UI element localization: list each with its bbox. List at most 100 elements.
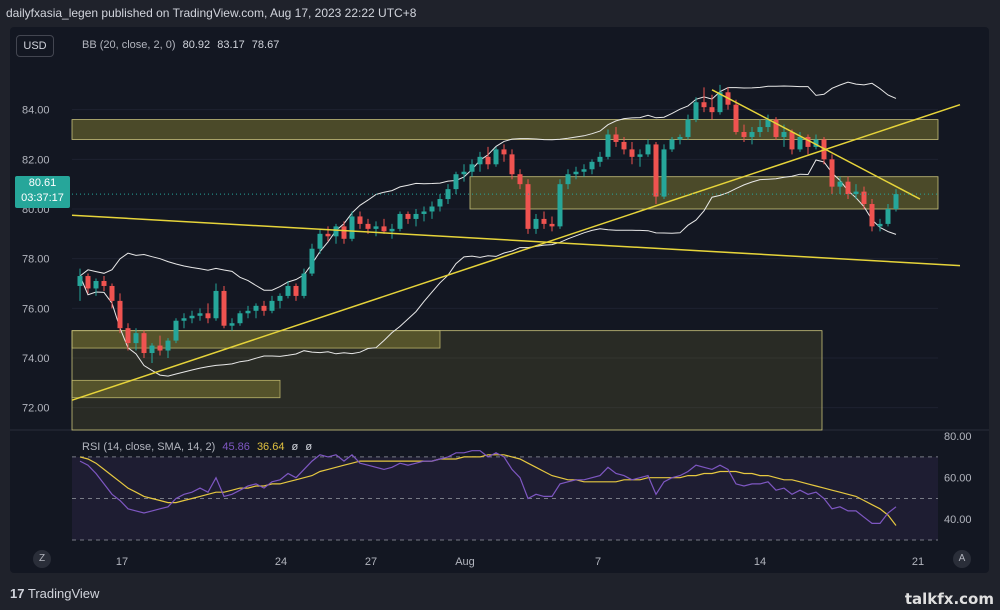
candle-body xyxy=(221,290,227,326)
candle-body xyxy=(469,164,475,172)
candle-body xyxy=(477,156,483,165)
candle-body xyxy=(413,213,419,219)
time-tick-label: 21 xyxy=(912,556,924,568)
candle-body xyxy=(557,184,563,227)
rsi-tick-label: 80.00 xyxy=(944,431,972,443)
candle-body xyxy=(733,104,739,133)
candle-body xyxy=(269,300,275,311)
candle-body xyxy=(789,132,795,150)
candle-body xyxy=(437,199,443,207)
candle-body xyxy=(669,139,675,150)
price-tick-label: 84.00 xyxy=(22,105,50,117)
candle-body xyxy=(517,174,523,185)
bollinger-lower-band xyxy=(79,159,897,377)
candle-body xyxy=(565,174,571,185)
candle-body xyxy=(885,208,891,224)
rsi-line xyxy=(79,450,897,524)
candle-body xyxy=(133,333,139,344)
time-tick-label: 27 xyxy=(365,556,377,568)
candle-body xyxy=(629,149,635,157)
time-tick-label: 24 xyxy=(275,556,287,568)
candle-body xyxy=(237,313,243,324)
candle-body xyxy=(325,233,331,237)
rsi-tick-label: 60.00 xyxy=(944,473,972,485)
candle-body xyxy=(381,226,387,232)
candle-body xyxy=(405,213,411,219)
candle-body xyxy=(797,136,803,150)
candle-body xyxy=(781,132,787,137)
bb-legend-label: BB (20, close, 2, 0) xyxy=(82,39,176,51)
candle-body xyxy=(877,223,883,227)
price-tick-label: 78.00 xyxy=(22,254,50,266)
bb-basis-value: 80.92 xyxy=(182,39,211,51)
candle-body xyxy=(301,273,307,296)
candle-body xyxy=(677,136,683,140)
candle-body xyxy=(309,248,315,274)
candle-body xyxy=(173,320,179,341)
candle-body xyxy=(101,281,107,286)
candle-body xyxy=(589,161,595,170)
footer-brand-text: TradingView xyxy=(27,586,100,601)
support-resistance-zone xyxy=(469,176,939,210)
candle-body xyxy=(253,305,259,311)
candle-body xyxy=(525,184,531,229)
last-price-tag: 80.61 03:37:17 xyxy=(15,176,70,208)
candle-body xyxy=(717,92,723,113)
candle-body xyxy=(493,149,499,165)
candle-body xyxy=(397,213,403,229)
candle-body xyxy=(109,285,115,301)
candle-body xyxy=(869,204,875,227)
candle-body xyxy=(845,181,851,195)
scale-button-right[interactable]: A xyxy=(953,550,971,568)
trendline xyxy=(711,89,921,200)
candle-body xyxy=(685,119,691,137)
candle-body xyxy=(861,191,867,205)
rsi-value: 45.86 xyxy=(222,441,250,453)
candle-body xyxy=(85,276,91,289)
tradingview-logo-icon: 17 xyxy=(10,586,25,601)
currency-button[interactable]: USD xyxy=(16,35,54,57)
time-tick-label: 17 xyxy=(116,556,128,568)
support-resistance-zone xyxy=(71,119,939,140)
candle-body xyxy=(757,127,763,133)
candle-body xyxy=(421,211,427,214)
time-tick-label: 14 xyxy=(754,556,766,568)
candle-body xyxy=(509,154,515,175)
candle-body xyxy=(773,119,779,137)
candle-body xyxy=(813,139,819,147)
bb-upper-value: 83.17 xyxy=(217,39,245,51)
bar-countdown: 03:37:17 xyxy=(21,192,64,204)
price-tick-label: 72.00 xyxy=(22,403,50,415)
candle-body xyxy=(613,134,619,142)
candle-body xyxy=(765,119,771,128)
candle-body xyxy=(541,218,547,224)
candle-body xyxy=(141,333,147,354)
bb-lower-value: 78.67 xyxy=(251,39,280,51)
candle-body xyxy=(149,345,155,354)
candle-body xyxy=(389,228,395,232)
time-tick-label: Aug xyxy=(455,556,475,568)
scale-button-left[interactable]: Z xyxy=(33,550,51,568)
candle-body xyxy=(637,154,643,157)
candle-body xyxy=(693,102,699,120)
candle-body xyxy=(549,223,555,227)
candle-body xyxy=(125,328,131,344)
candle-body xyxy=(93,281,99,289)
price-tick-label: 76.00 xyxy=(22,303,50,315)
candle-body xyxy=(333,226,339,237)
candle-body xyxy=(653,144,659,197)
candle-body xyxy=(453,174,459,190)
time-tick-label: 7 xyxy=(595,556,601,568)
price-tick-label: 74.00 xyxy=(22,353,50,365)
candle-body xyxy=(533,218,539,229)
rsi-legend-label: RSI (14, close, SMA, 14, 2) xyxy=(82,441,216,453)
candle-body xyxy=(277,295,283,301)
candle-body xyxy=(597,156,603,162)
trendline xyxy=(71,103,961,401)
last-price-value: 80.61 xyxy=(28,177,57,189)
candle-body xyxy=(829,159,835,187)
candle-body xyxy=(157,345,163,351)
candle-body xyxy=(853,191,859,195)
watermark: talkfx.com xyxy=(904,590,994,608)
